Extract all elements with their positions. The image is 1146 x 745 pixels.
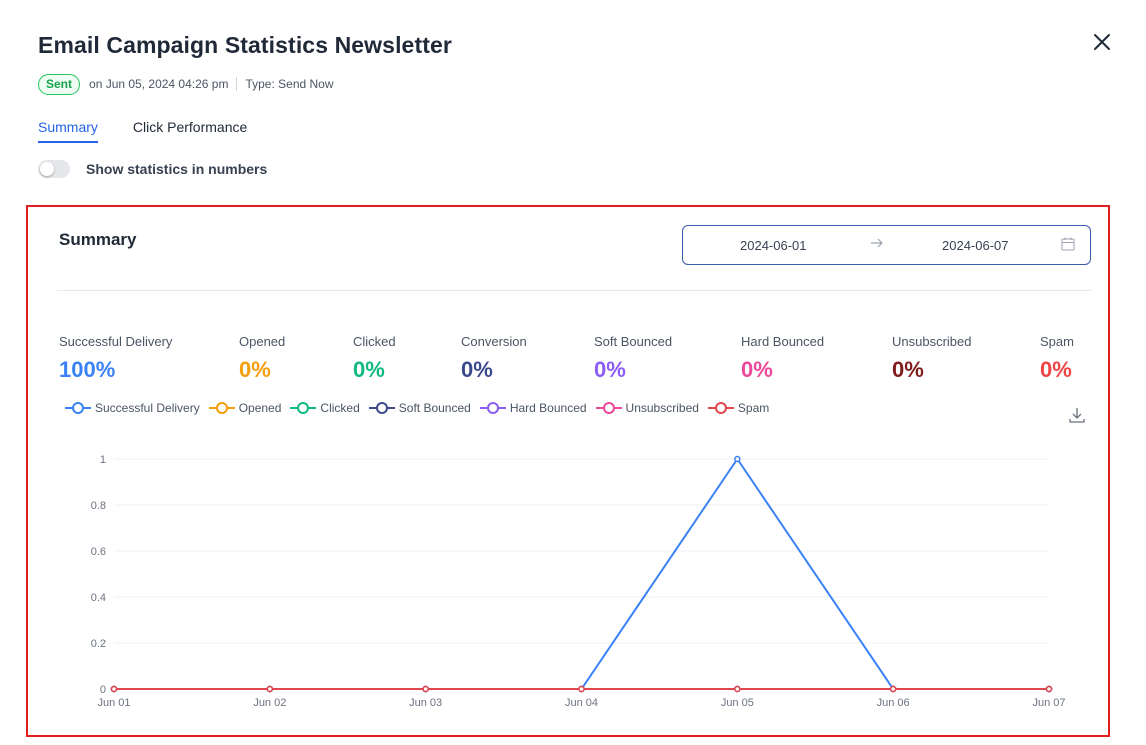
data-point xyxy=(578,685,585,693)
data-point xyxy=(734,455,741,463)
panel-divider xyxy=(57,290,1091,291)
chart-legend: Successful Delivery Opened Clicked Soft Bou… xyxy=(65,401,778,415)
legend-item[interactable]: Soft Bounced xyxy=(368,401,471,415)
date-start[interactable]: 2024-06-01 xyxy=(740,237,807,253)
legend-marker-icon xyxy=(290,402,317,414)
send-type: Type: Send Now xyxy=(245,77,334,91)
x-tick-label: Jun 06 xyxy=(877,697,910,709)
legend-item[interactable]: Hard Bounced xyxy=(479,401,587,415)
meta-divider xyxy=(236,77,238,91)
download-icon[interactable] xyxy=(1068,406,1086,424)
close-icon xyxy=(1094,34,1110,50)
date-end[interactable]: 2024-06-07 xyxy=(942,237,1009,253)
legend-marker-icon xyxy=(65,402,91,414)
legend-label: Opened xyxy=(238,401,282,415)
x-tick-label: Jun 05 xyxy=(721,697,754,709)
stat-value: 0% xyxy=(239,357,271,382)
y-tick-label: 1 xyxy=(100,454,106,466)
legend-label: Unsubscribed xyxy=(625,401,699,415)
legend-label: Hard Bounced xyxy=(509,401,587,415)
legend-marker-icon xyxy=(707,402,734,414)
x-tick-label: Jun 02 xyxy=(253,697,286,709)
legend-item[interactable]: Opened xyxy=(208,401,282,415)
data-point xyxy=(734,685,741,693)
data-point xyxy=(266,685,274,693)
tab-summary[interactable]: Summary xyxy=(38,119,98,143)
numbers-toggle-row: Show statistics in numbers xyxy=(38,160,267,178)
legend-marker-icon xyxy=(479,402,506,414)
calendar-icon xyxy=(1061,237,1075,251)
page-title: Email Campaign Statistics Newsletter xyxy=(38,32,452,58)
stat-spam: Spam 0% xyxy=(1040,334,1074,383)
legend-item[interactable]: Clicked xyxy=(290,401,360,415)
close-button[interactable] xyxy=(1090,30,1114,54)
date-range-picker[interactable]: 2024-06-01 2024-06-07 xyxy=(682,225,1091,265)
stat-label: Hard Bounced xyxy=(741,334,825,349)
stat-clicked: Clicked 0% xyxy=(353,334,396,383)
stat-value: 100% xyxy=(59,357,116,382)
toggle-knob xyxy=(40,162,54,176)
y-tick-label: 0.2 xyxy=(91,638,106,650)
legend-item[interactable]: Spam xyxy=(707,401,770,415)
numbers-toggle-label: Show statistics in numbers xyxy=(86,161,268,177)
y-tick-label: 0.6 xyxy=(91,546,106,558)
stat-label: Successful Delivery xyxy=(59,334,173,349)
summary-panel: Summary 2024-06-01 2024-06-07 Successful… xyxy=(26,205,1110,737)
x-tick-label: Jun 04 xyxy=(565,697,598,709)
tab-bar: Summary Click Performance xyxy=(38,119,282,143)
stat-conversion: Conversion 0% xyxy=(461,334,527,383)
stat-label: Soft Bounced xyxy=(594,334,673,349)
stat-label: Conversion xyxy=(461,334,527,349)
data-point xyxy=(1045,685,1053,693)
stat-value: 0% xyxy=(461,357,493,382)
series-line xyxy=(114,457,1049,690)
stat-soft-bounced: Soft Bounced 0% xyxy=(594,334,672,383)
numbers-toggle[interactable] xyxy=(38,160,70,178)
stat-successful-delivery: Successful Delivery 100% xyxy=(59,334,172,383)
tab-click-performance[interactable]: Click Performance xyxy=(132,119,248,135)
arrow-right-icon xyxy=(871,238,883,248)
stat-value: 0% xyxy=(353,357,385,382)
legend-marker-icon xyxy=(208,402,235,414)
stat-label: Opened xyxy=(239,334,286,349)
stat-label: Spam xyxy=(1040,334,1074,349)
y-tick-label: 0.4 xyxy=(91,592,106,604)
y-tick-label: 0 xyxy=(100,684,106,696)
x-tick-label: Jun 01 xyxy=(97,697,130,709)
stat-label: Clicked xyxy=(353,334,396,349)
data-point xyxy=(422,685,429,693)
data-point xyxy=(889,685,897,693)
status-badge: Sent xyxy=(38,73,81,95)
legend-marker-icon xyxy=(368,402,395,414)
stat-label: Unsubscribed xyxy=(892,334,972,349)
legend-label: Successful Delivery xyxy=(95,401,200,415)
x-tick-label: Jun 07 xyxy=(1032,697,1065,709)
summary-title: Summary xyxy=(59,230,137,249)
legend-marker-icon xyxy=(595,402,622,414)
stat-value: 0% xyxy=(892,357,924,382)
legend-label: Clicked xyxy=(320,401,360,415)
legend-label: Soft Bounced xyxy=(398,401,471,415)
y-tick-label: 0.8 xyxy=(91,500,106,512)
stat-opened: Opened 0% xyxy=(239,334,285,383)
legend-label: Spam xyxy=(737,401,770,415)
data-point xyxy=(110,685,118,693)
legend-item[interactable]: Unsubscribed xyxy=(595,401,699,415)
stat-unsubscribed: Unsubscribed 0% xyxy=(892,334,972,383)
stat-value: 0% xyxy=(1040,357,1072,382)
x-tick-label: Jun 03 xyxy=(409,697,442,709)
stat-hard-bounced: Hard Bounced 0% xyxy=(741,334,824,383)
stat-value: 0% xyxy=(594,357,626,382)
sent-date: on Jun 05, 2024 04:26 pm xyxy=(89,77,229,91)
stat-value: 0% xyxy=(741,357,773,382)
line-chart: 0 0.2 0.4 0.6 0.8 1 Jun 01 Jun 02 Jun 03 Jun 04 Ju… xyxy=(91,454,1066,709)
campaign-meta: Sent on Jun 05, 2024 04:26 pm Type: Send… xyxy=(38,73,334,95)
legend-item[interactable]: Successful Delivery xyxy=(65,401,200,415)
